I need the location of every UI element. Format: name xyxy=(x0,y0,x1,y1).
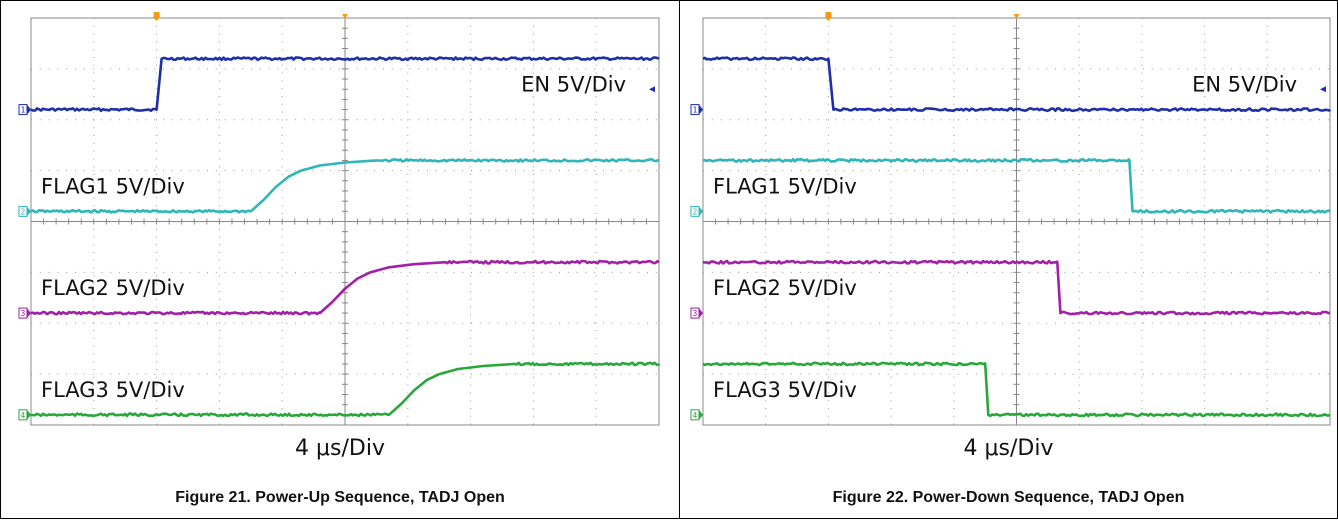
channel-number: 2 xyxy=(693,207,698,216)
channel-2-marker: 2 xyxy=(690,205,703,217)
channel-number: 4 xyxy=(21,411,26,420)
figure-caption: Figure 22. Power-Down Sequence, TADJ Ope… xyxy=(832,489,1185,506)
graticule xyxy=(30,17,660,426)
timebase-label: 4 μs/Div xyxy=(295,436,385,461)
channel-3-marker: 3 xyxy=(18,307,31,319)
channel-number: 1 xyxy=(21,106,26,115)
channel-3-marker: 3 xyxy=(690,307,703,319)
trace-label-flag1: FLAG1 5V/Div xyxy=(41,174,185,198)
channel-1-marker: 1 xyxy=(18,104,31,116)
figure-22-panel: 1 EN 5V/Div 2 FLAG1 5V/Div 3 FLAG2 5V/Div 4 FLA… xyxy=(679,0,1338,519)
trace-en xyxy=(30,56,660,113)
timebase-label: 4 μs/Div xyxy=(963,436,1054,461)
trace-label-en: EN 5V/Div xyxy=(521,73,626,97)
trigger-position-marker xyxy=(153,12,160,21)
channel-2-marker: 2 xyxy=(18,205,31,217)
trace-flag1 xyxy=(30,158,660,214)
channel-4-marker: 4 xyxy=(18,409,31,421)
trace-flag3 xyxy=(30,361,661,418)
channel-4-marker: 4 xyxy=(690,409,703,421)
graticule xyxy=(702,17,1331,426)
trace-label-flag3: FLAG3 5V/Div xyxy=(41,378,185,402)
reference-arrow-icon xyxy=(1320,86,1326,93)
reference-arrow-icon xyxy=(649,86,655,93)
channel-number: 4 xyxy=(693,411,698,420)
trace-label-flag3: FLAG3 5V/Div xyxy=(713,378,857,402)
trace-flag2 xyxy=(702,259,1330,316)
trace-en xyxy=(702,56,1332,113)
channel-number: 2 xyxy=(21,207,26,216)
trigger-position-marker xyxy=(825,12,832,21)
channel-1-marker: 1 xyxy=(690,104,703,116)
figure-caption: Figure 21. Power-Up Sequence, TADJ Open xyxy=(175,489,505,506)
trace-label-flag2: FLAG2 5V/Div xyxy=(41,276,185,300)
trace-flag1 xyxy=(702,158,1331,214)
channel-number: 3 xyxy=(693,309,698,318)
trace-label-flag1: FLAG1 5V/Div xyxy=(713,174,857,198)
trace-flag3 xyxy=(702,361,1331,418)
channel-number: 3 xyxy=(21,309,26,318)
trace-flag2 xyxy=(30,259,660,316)
trigger-delay-marker xyxy=(1013,14,1020,19)
scope-chart-power-down: 1 EN 5V/Div 2 FLAG1 5V/Div 3 FLAG2 5V/Div 4 FLA… xyxy=(690,12,1332,426)
trigger-delay-marker xyxy=(342,14,348,19)
trace-label-flag2: FLAG2 5V/Div xyxy=(713,276,857,300)
scope-chart-power-up: 1 EN 5V/Div 2 FLAG1 5V/Div 3 FLAG2 5V/Div 4 FLA… xyxy=(18,12,661,426)
figure-21-panel: 1 EN 5V/Div 2 FLAG1 5V/Div 3 FLAG2 5V/Div 4 FLA… xyxy=(0,0,680,519)
trace-label-en: EN 5V/Div xyxy=(1192,73,1297,97)
channel-number: 1 xyxy=(693,106,698,115)
